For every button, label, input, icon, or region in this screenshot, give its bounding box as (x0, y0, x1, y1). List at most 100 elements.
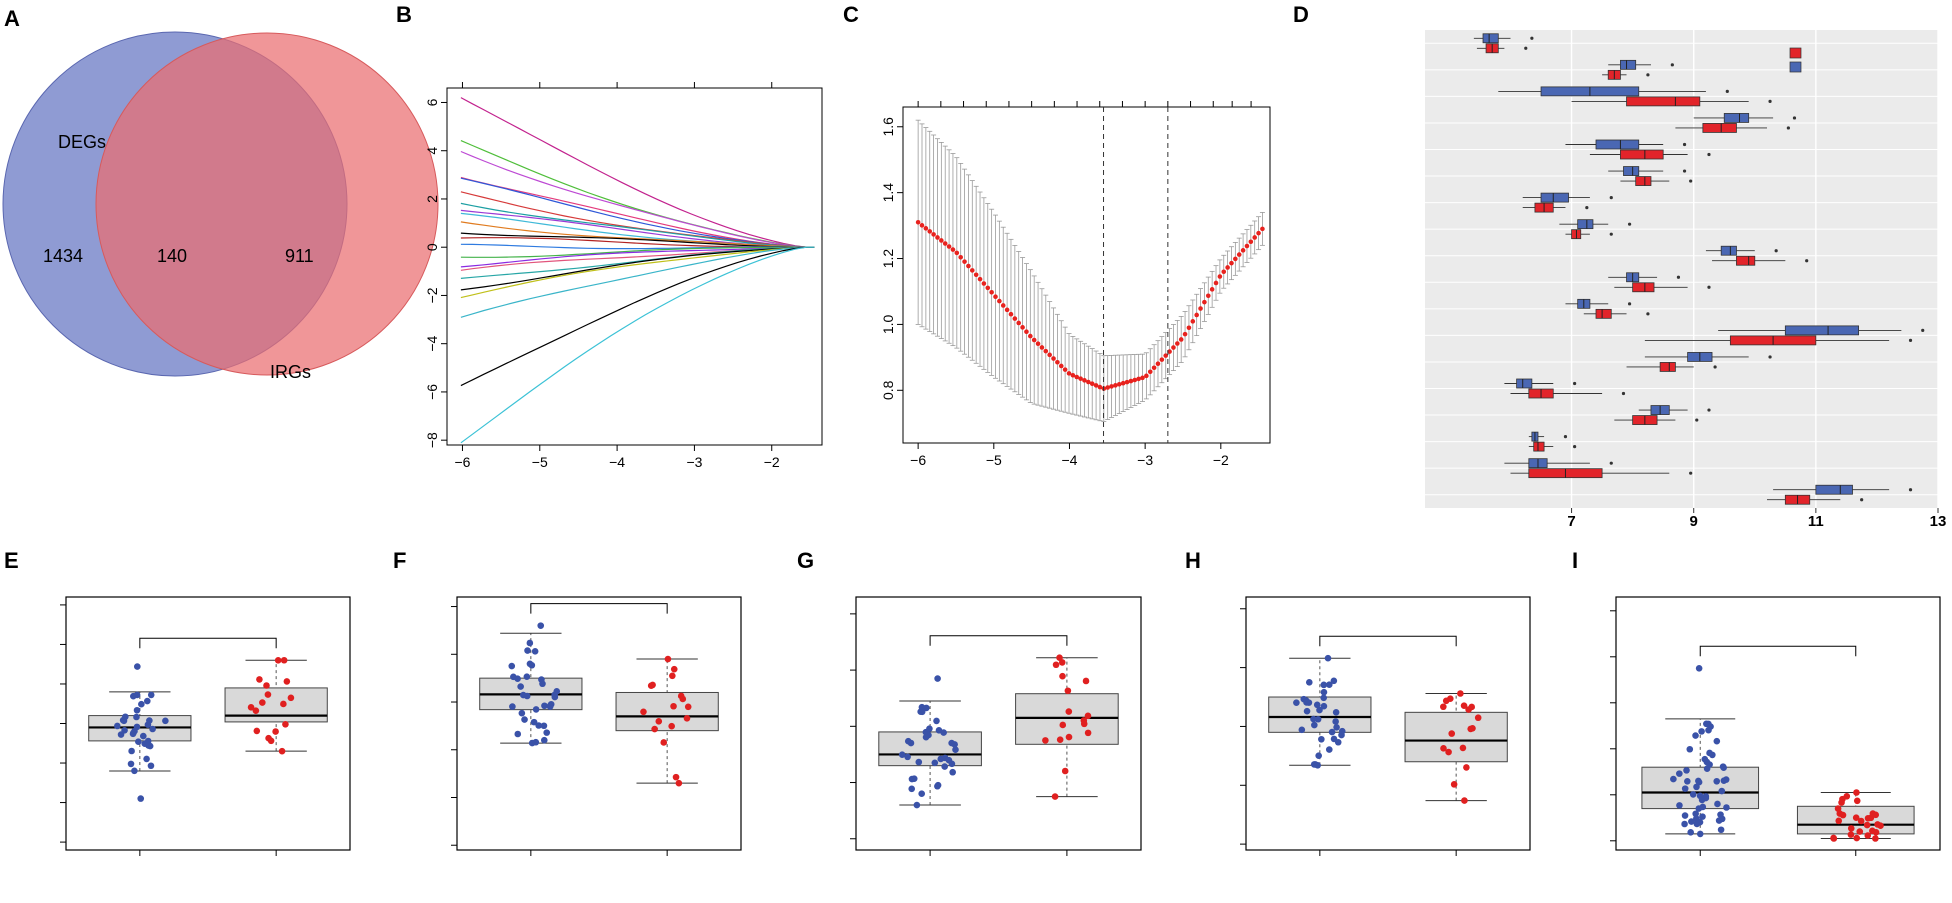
data-point (1324, 654, 1332, 662)
data-point (1714, 800, 1721, 808)
coef-path (460, 202, 815, 248)
outlier-point (1646, 73, 1650, 77)
data-point (672, 773, 680, 781)
box-body (1635, 176, 1652, 186)
data-point (675, 779, 683, 787)
deviance-point (973, 272, 979, 278)
panel-label-g: G (797, 548, 814, 573)
coef-path (460, 97, 815, 248)
data-point (668, 722, 675, 730)
boxplot-cfhr2 (60, 596, 351, 856)
deviance-point (1105, 385, 1110, 390)
deviance-point (1151, 365, 1157, 371)
data-point (1723, 804, 1730, 811)
outlier-point (1585, 206, 1589, 210)
box-body (1632, 282, 1655, 293)
data-point (138, 700, 145, 708)
box-body (1268, 696, 1372, 733)
x-tick-label: −6 (910, 452, 926, 468)
data-point (1330, 735, 1338, 743)
outlier-point (1908, 488, 1913, 492)
panel-label-h: H (1185, 548, 1201, 573)
deviance-point (993, 294, 998, 299)
deviance-point (1055, 359, 1060, 365)
deviance-point (1058, 363, 1064, 369)
box-body (1595, 308, 1612, 319)
boxplot-ticam1 (1240, 596, 1531, 856)
data-point (1457, 690, 1464, 697)
deviance-point (1089, 381, 1095, 387)
box-body (1533, 441, 1545, 452)
data-point (1333, 723, 1340, 731)
data-point (904, 753, 911, 761)
deviance-point (1163, 353, 1169, 358)
x-tick-label: −3 (1137, 452, 1153, 468)
coef-path (460, 246, 815, 279)
data-point (531, 647, 539, 655)
data-point (1042, 737, 1049, 744)
data-point (133, 706, 141, 714)
deviance-point (1144, 373, 1149, 379)
data-point (683, 715, 691, 722)
data-point (1707, 723, 1714, 730)
x-tick-label: −4 (609, 454, 625, 470)
deviance-point (1047, 352, 1052, 358)
deviance-point (1229, 260, 1234, 266)
data-point (264, 691, 272, 698)
deviance-point (1070, 373, 1076, 378)
data-point (1684, 777, 1691, 785)
deviance-point (942, 241, 948, 246)
data-point (915, 758, 923, 766)
deviance-point (1140, 375, 1145, 381)
outlier-point (1670, 63, 1674, 67)
deviance-point (1205, 293, 1211, 299)
data-point (934, 781, 942, 789)
data-point (1468, 703, 1476, 711)
data-point (1463, 764, 1470, 771)
data-point (553, 688, 561, 695)
panel-label-i: I (1572, 548, 1578, 573)
data-point (139, 732, 147, 740)
outlier-point (1646, 312, 1650, 316)
data-point (280, 656, 288, 664)
y-tick-label: 6 (424, 98, 440, 106)
data-point (1313, 701, 1321, 709)
outlier-point (1563, 435, 1568, 439)
deviance-point (1248, 239, 1254, 245)
box-body (1784, 325, 1860, 336)
data-point (923, 704, 930, 712)
data-point (913, 801, 921, 809)
outlier-point (1621, 391, 1626, 396)
data-point (1676, 802, 1683, 809)
data-point (1695, 665, 1703, 672)
deviance-point (1043, 348, 1049, 354)
plot-frame (1615, 596, 1941, 851)
deviance-point (1256, 230, 1261, 236)
panel-label-b: B (396, 2, 412, 27)
deviance-point (1008, 311, 1014, 317)
data-point (127, 760, 135, 768)
box-body (1516, 378, 1533, 389)
deviance-point (939, 238, 944, 243)
data-point (1082, 677, 1090, 685)
venn-count-intersection: 140 (157, 246, 187, 266)
panel-label-e: E (4, 548, 19, 573)
deviance-point (1020, 325, 1025, 330)
x-tick-label: −2 (764, 454, 780, 470)
outlier-point (1695, 418, 1699, 422)
deviance-point (1039, 345, 1045, 350)
data-point (508, 662, 516, 670)
data-point (521, 716, 528, 723)
deviance-point (1078, 376, 1083, 381)
deviance-point (1124, 379, 1130, 385)
data-point (1325, 746, 1333, 753)
data-point (1853, 789, 1860, 796)
deviance-point (1082, 378, 1087, 383)
deviance-point (1066, 371, 1072, 376)
data-point (134, 663, 141, 670)
deviance-point (1028, 333, 1033, 339)
data-point (670, 702, 677, 710)
data-point (528, 661, 536, 669)
box-body (1577, 219, 1594, 230)
data-point (121, 727, 128, 734)
